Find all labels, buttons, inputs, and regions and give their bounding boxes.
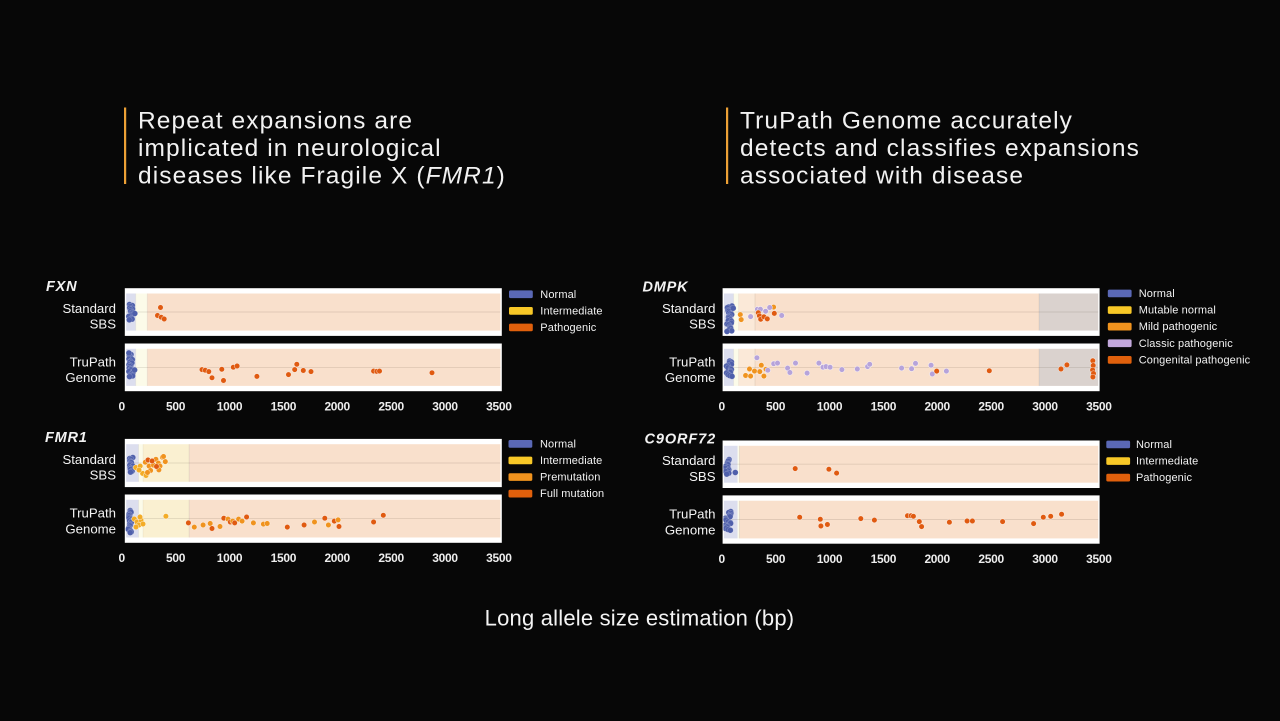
svg-text:1500: 1500	[271, 551, 297, 565]
svg-text:0: 0	[119, 400, 126, 414]
svg-text:Genome: Genome	[665, 370, 716, 385]
svg-text:500: 500	[166, 551, 186, 565]
svg-text:Classic pathogenic: Classic pathogenic	[1139, 338, 1234, 350]
svg-text:Long allele size estimation (b: Long allele size estimation (bp)	[485, 605, 795, 630]
svg-text:Intermediate: Intermediate	[1136, 456, 1198, 468]
svg-text:detects and classifies expansi: detects and classifies expansions	[740, 135, 1140, 162]
svg-text:Mutable normal: Mutable normal	[1139, 305, 1216, 317]
svg-text:Standard: Standard	[662, 453, 716, 468]
svg-text:500: 500	[766, 552, 786, 566]
svg-text:0: 0	[719, 400, 726, 414]
svg-text:SBS: SBS	[90, 468, 117, 483]
svg-text:Premutation: Premutation	[540, 472, 600, 484]
svg-text:Mild pathogenic: Mild pathogenic	[1139, 321, 1218, 333]
svg-text:Genome: Genome	[665, 522, 716, 537]
svg-text:TruPath: TruPath	[669, 507, 715, 522]
svg-text:3000: 3000	[432, 400, 458, 414]
svg-text:3500: 3500	[1086, 400, 1112, 414]
svg-text:implicated in neurological: implicated in neurological	[138, 135, 442, 162]
svg-text:FXN: FXN	[46, 279, 77, 295]
svg-text:DMPK: DMPK	[643, 280, 690, 296]
svg-text:SBS: SBS	[689, 317, 716, 332]
svg-text:2500: 2500	[978, 552, 1004, 566]
svg-text:Standard: Standard	[62, 301, 116, 316]
svg-text:Intermediate: Intermediate	[540, 305, 602, 317]
svg-text:TruPath: TruPath	[70, 354, 116, 369]
svg-text:TruPath: TruPath	[70, 506, 116, 521]
svg-text:Pathogenic: Pathogenic	[1136, 472, 1192, 484]
svg-text:2000: 2000	[924, 552, 950, 566]
svg-text:2500: 2500	[378, 551, 404, 565]
svg-text:2000: 2000	[324, 400, 350, 414]
svg-text:Normal: Normal	[540, 438, 576, 450]
svg-text:1500: 1500	[871, 552, 897, 566]
svg-text:1500: 1500	[271, 400, 297, 414]
svg-text:2000: 2000	[924, 400, 950, 414]
svg-text:3000: 3000	[432, 551, 458, 565]
svg-text:Pathogenic: Pathogenic	[540, 322, 596, 334]
svg-text:2000: 2000	[324, 551, 350, 565]
svg-text:1000: 1000	[217, 551, 243, 565]
svg-text:0: 0	[719, 552, 726, 566]
svg-text:3500: 3500	[1086, 552, 1112, 566]
svg-text:Normal: Normal	[1139, 288, 1175, 300]
svg-text:SBS: SBS	[90, 317, 117, 332]
svg-text:Repeat expansions are: Repeat expansions are	[138, 107, 413, 134]
svg-text:TruPath: TruPath	[669, 354, 715, 369]
svg-text:Congenital pathogenic: Congenital pathogenic	[1139, 354, 1251, 366]
svg-text:Normal: Normal	[1136, 439, 1172, 451]
svg-text:3000: 3000	[1032, 552, 1058, 566]
svg-text:3500: 3500	[486, 551, 512, 565]
svg-text:500: 500	[166, 400, 186, 414]
svg-text:500: 500	[766, 400, 786, 414]
svg-text:1000: 1000	[817, 552, 843, 566]
svg-text:2500: 2500	[378, 400, 404, 414]
svg-text:diseases like Fragile X (FMR1): diseases like Fragile X (FMR1)	[138, 162, 506, 189]
svg-text:associated with disease: associated with disease	[740, 162, 1024, 189]
svg-text:Standard: Standard	[662, 301, 716, 316]
svg-text:1500: 1500	[871, 400, 897, 414]
svg-text:1000: 1000	[217, 400, 243, 414]
svg-text:3500: 3500	[486, 400, 512, 414]
svg-text:FMR1: FMR1	[45, 430, 88, 446]
svg-text:3000: 3000	[1032, 400, 1058, 414]
svg-text:Genome: Genome	[65, 521, 116, 536]
svg-text:Intermediate: Intermediate	[540, 455, 602, 467]
svg-text:C9ORF72: C9ORF72	[645, 432, 717, 448]
svg-text:1000: 1000	[817, 400, 843, 414]
svg-text:Standard: Standard	[62, 452, 116, 467]
svg-text:Normal: Normal	[540, 289, 576, 301]
svg-text:2500: 2500	[978, 400, 1004, 414]
svg-text:Genome: Genome	[65, 370, 116, 385]
svg-text:SBS: SBS	[689, 469, 716, 484]
svg-text:0: 0	[119, 551, 126, 565]
svg-text:Full mutation: Full mutation	[540, 488, 604, 500]
svg-text:TruPath Genome accurately: TruPath Genome accurately	[740, 107, 1073, 134]
